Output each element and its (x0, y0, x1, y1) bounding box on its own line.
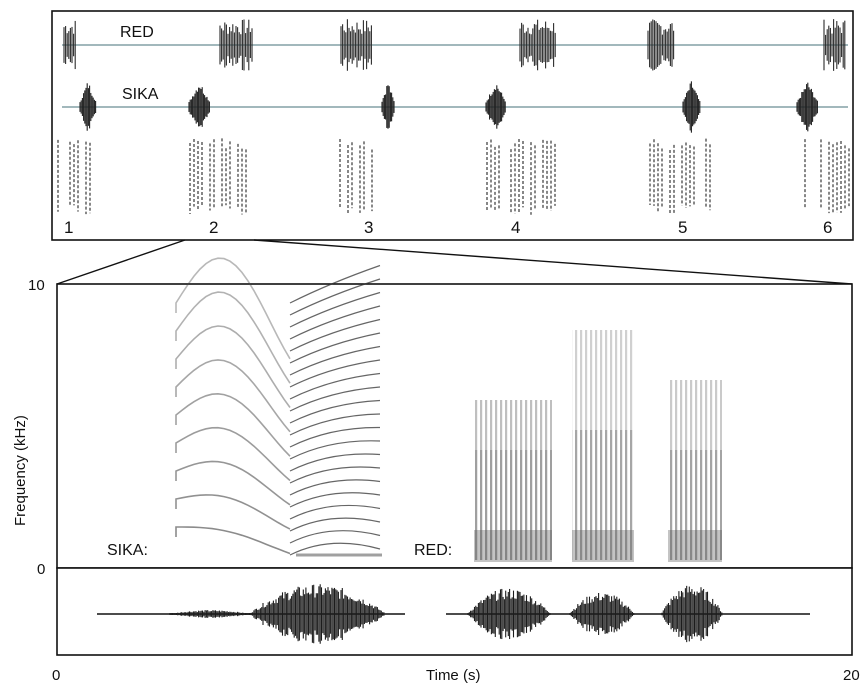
red-waveform-pulse-1 (467, 588, 551, 640)
call-number-1: 1 (64, 218, 73, 237)
red-burst-2 (219, 19, 253, 71)
red-burst-3 (340, 19, 372, 71)
detail-red-label: RED: (414, 542, 452, 559)
sika-spectrogram (175, 257, 382, 557)
y-tick-0: 0 (37, 561, 45, 578)
sika-dense-harmonics (289, 264, 382, 557)
red-waveform-pulse-3 (661, 585, 723, 643)
red-burst-4 (519, 19, 556, 71)
red-pulse-2 (572, 330, 634, 562)
y-axis-label: Frequency (kHz) (12, 415, 29, 526)
mini-spectrogram-3 (339, 139, 373, 215)
sika-waveform-onset (169, 610, 250, 618)
zoom-line-right (253, 239, 853, 285)
sika-waveform-main (249, 584, 385, 644)
zoom-line-left (56, 239, 186, 285)
sika-burst-1 (79, 83, 97, 131)
sika-burst-4 (485, 85, 506, 129)
sika-burst-5 (682, 81, 701, 133)
red-pulse-3 (668, 380, 722, 562)
sika-burst-2 (188, 87, 210, 127)
detail-sika-label: SIKA: (107, 542, 148, 559)
red-burst-6 (823, 19, 846, 71)
overview-sika-label: SIKA (122, 86, 159, 103)
overview-frame (51, 10, 854, 241)
mini-spectrograms (57, 138, 850, 215)
mini-spectrogram-4 (486, 139, 556, 215)
mini-spectrogram-6 (804, 139, 850, 214)
x-axis-label: Time (s) (426, 667, 480, 684)
detail-panel: SIKA: RED: 10 0 Frequency (kHz) 0 Time (… (12, 257, 860, 684)
call-number-6: 6 (823, 218, 832, 237)
sika-burst-3 (381, 85, 395, 129)
sika-harmonics (175, 257, 291, 555)
waveform-frame (56, 567, 853, 656)
overview-panel: RED SIKA 1 2 3 4 5 6 (51, 10, 854, 241)
x-tick-20: 20 (843, 667, 860, 684)
call-number-3: 3 (364, 218, 373, 237)
detail-waveform (169, 584, 723, 644)
sika-call-bursts (79, 81, 818, 133)
red-waveform-pulse-2 (569, 593, 635, 635)
red-burst-1 (63, 20, 76, 70)
sika-burst-6 (796, 82, 818, 132)
red-spectrogram (474, 330, 722, 562)
red-pulse-1 (474, 400, 552, 562)
spectrogram-frame (56, 283, 853, 569)
mini-spectrogram-2 (189, 138, 247, 215)
call-number-2: 2 (209, 218, 218, 237)
x-tick-0: 0 (52, 667, 60, 684)
y-tick-10: 10 (28, 277, 45, 294)
mini-spectrogram-5 (649, 138, 711, 215)
call-number-4: 4 (511, 218, 520, 237)
call-number-5: 5 (678, 218, 687, 237)
mini-spectrogram-1 (57, 139, 91, 215)
red-call-bursts (63, 19, 846, 71)
red-burst-5 (647, 19, 675, 71)
overview-red-label: RED (120, 24, 154, 41)
